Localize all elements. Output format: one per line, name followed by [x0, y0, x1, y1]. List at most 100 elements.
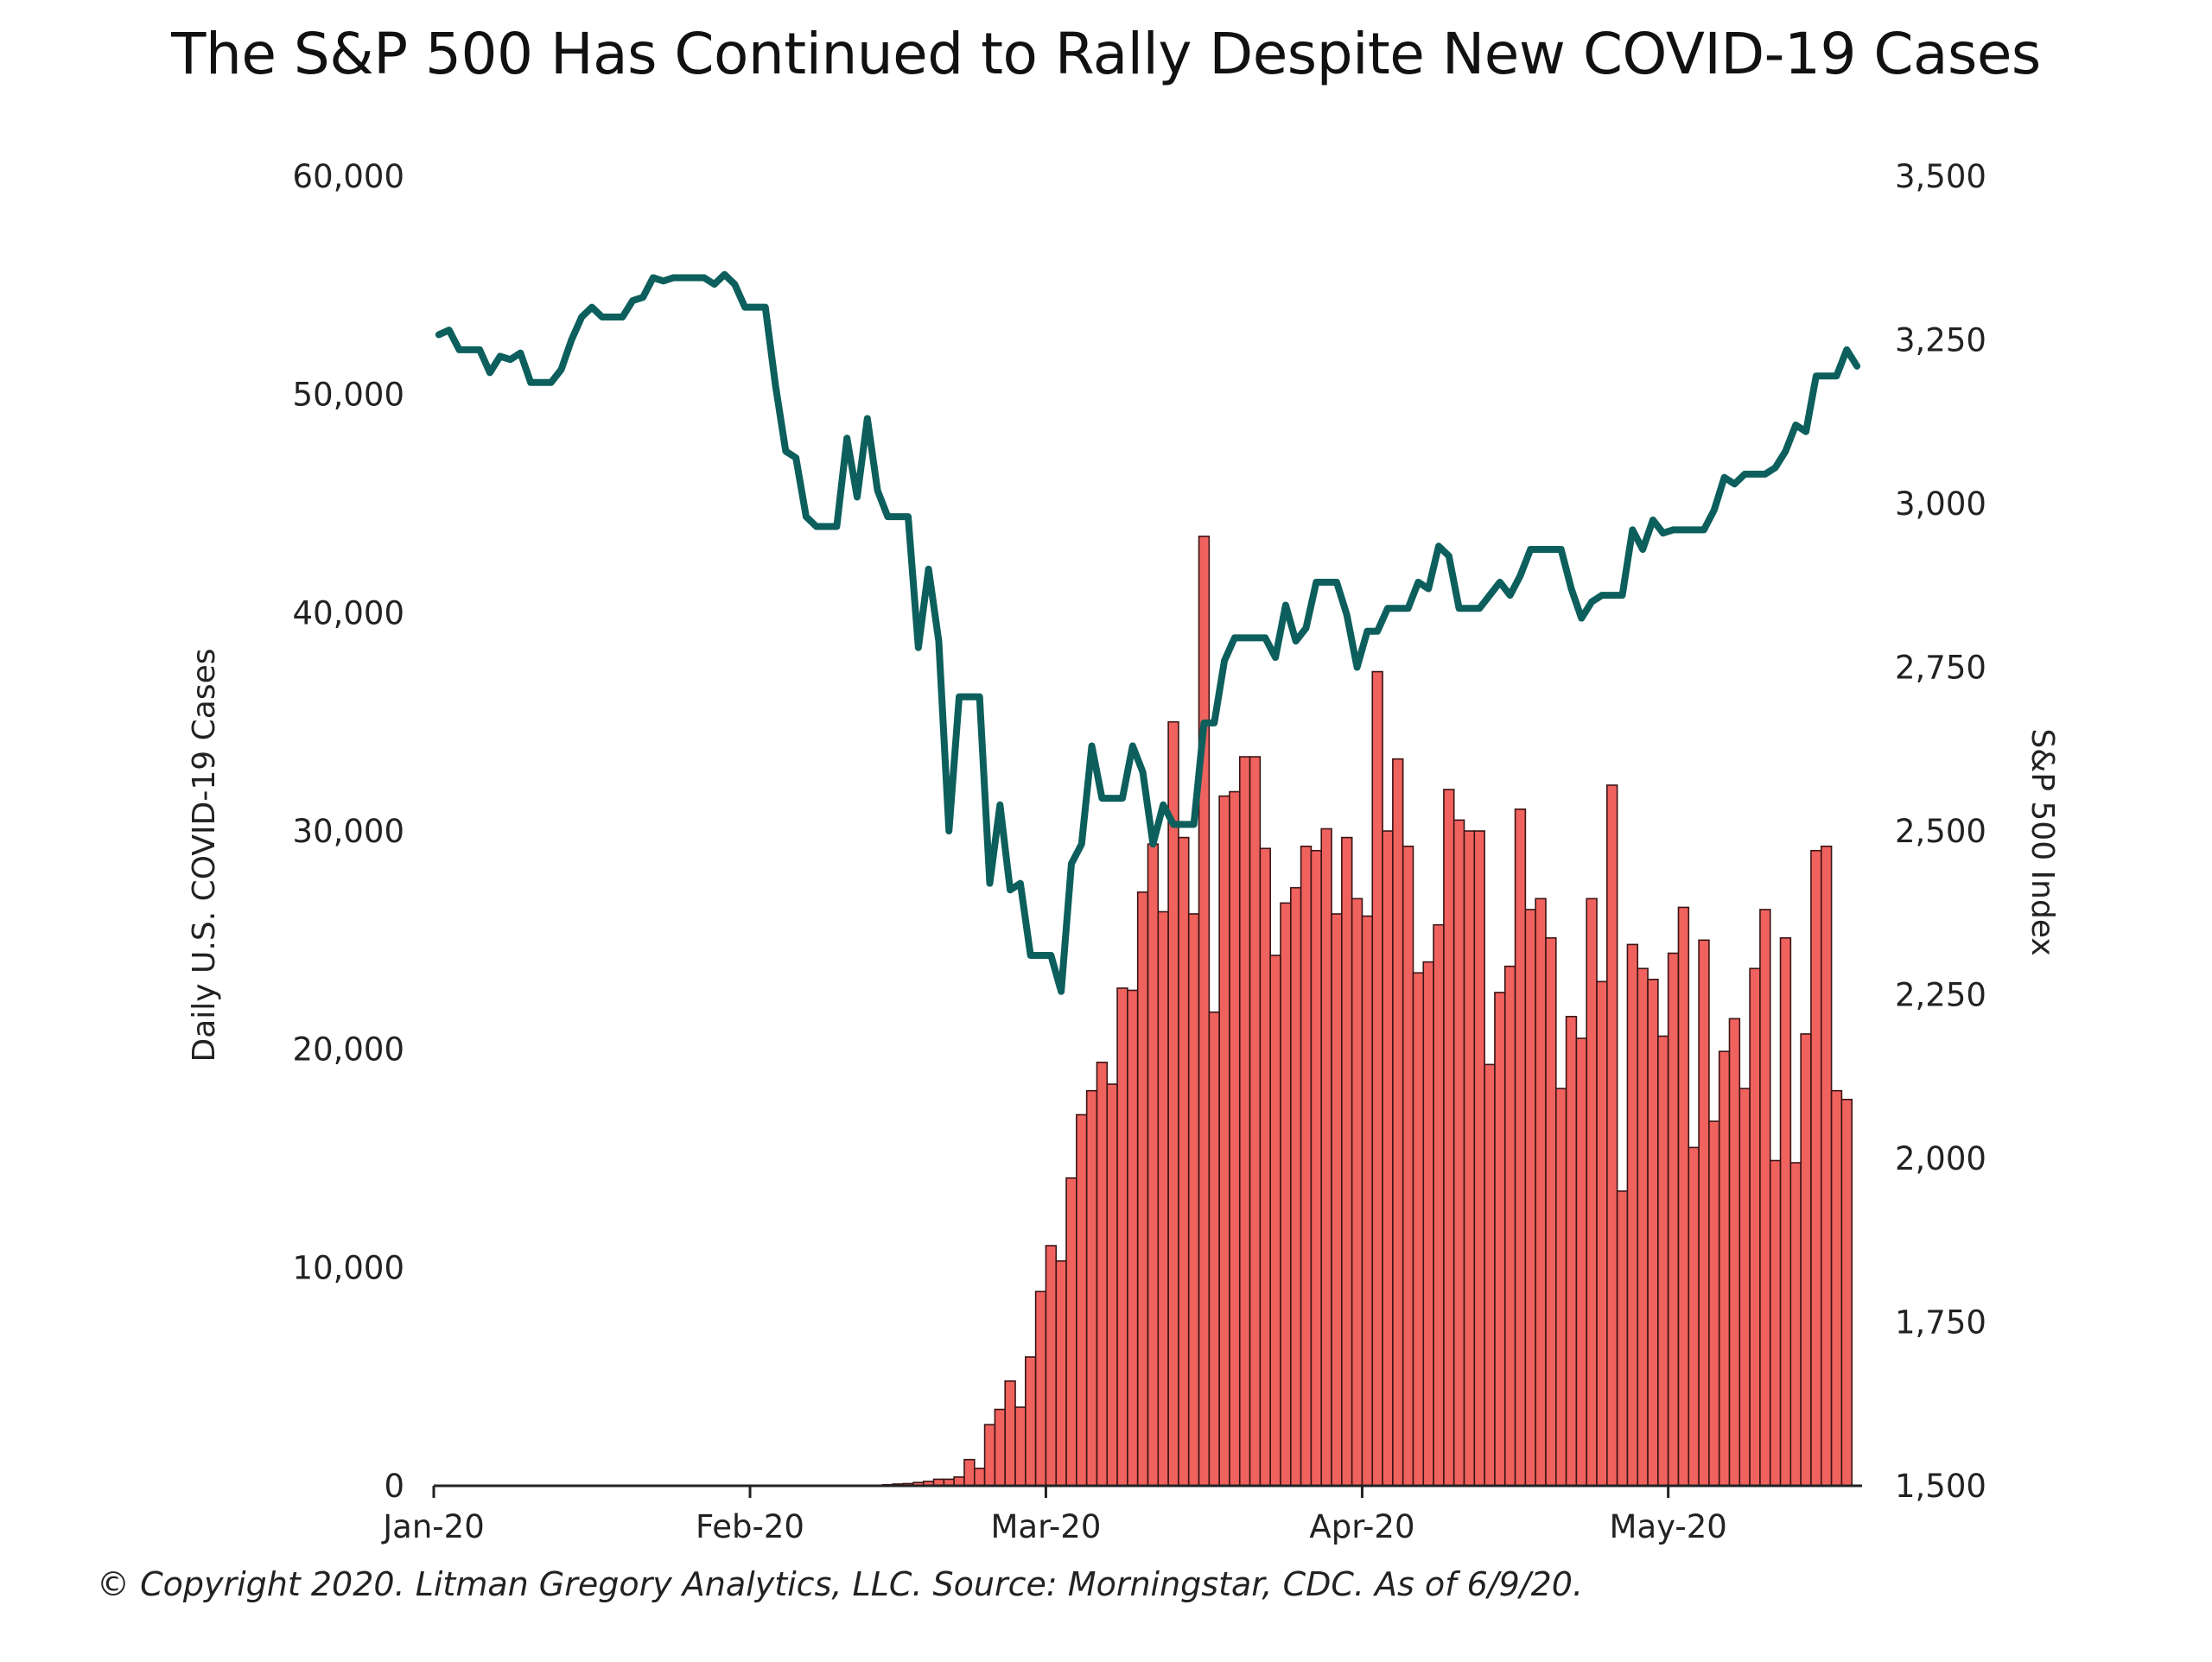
case-bar	[1830, 1089, 1843, 1487]
right-tick-label: 2,000	[1895, 1140, 1986, 1177]
case-bar	[1300, 845, 1313, 1487]
case-bar	[1616, 1190, 1629, 1487]
case-bar	[1341, 836, 1353, 1487]
case-bar	[1320, 828, 1332, 1487]
right-tick-label: 1,500	[1895, 1468, 1986, 1505]
case-bar	[1147, 843, 1160, 1487]
case-bar	[973, 1467, 986, 1487]
case-bar	[1565, 1015, 1578, 1487]
labels-layer: Jan-20 Feb-20 Mar-20 Apr-20 May-20 0 10,000 20,…	[187, 158, 2060, 1545]
case-bar	[1259, 847, 1271, 1487]
case-bar	[1728, 1018, 1741, 1487]
case-bar	[1004, 1380, 1016, 1487]
right-tick-label: 2,250	[1895, 977, 1986, 1014]
case-bar	[1677, 906, 1690, 1487]
case-bar	[1116, 987, 1128, 1487]
left-axis-title: Daily U.S. COVID-19 Cases	[187, 649, 222, 1063]
case-bar	[1034, 1291, 1047, 1487]
case-bar	[1800, 1033, 1812, 1487]
case-bar	[1759, 909, 1771, 1487]
case-bar	[1545, 937, 1557, 1487]
case-bar	[1106, 1083, 1118, 1487]
case-bar	[1473, 830, 1485, 1487]
case-bar	[1637, 967, 1649, 1487]
x-tick-label: Mar-20	[990, 1508, 1101, 1545]
case-bar	[1290, 886, 1302, 1487]
case-bar	[1708, 1120, 1720, 1487]
case-bar	[1443, 789, 1455, 1487]
case-bar	[1249, 756, 1262, 1487]
case-bar	[1065, 1177, 1077, 1487]
case-bar	[1167, 720, 1179, 1487]
case-bar	[1187, 913, 1200, 1487]
case-bar	[1371, 670, 1383, 1487]
case-bar	[1484, 1063, 1496, 1487]
case-bar	[1280, 902, 1292, 1487]
case-bar	[1463, 830, 1476, 1487]
case-bar	[994, 1408, 1007, 1487]
case-bar	[983, 1424, 996, 1487]
case-bar	[1514, 808, 1527, 1487]
case-bar	[1238, 756, 1251, 1487]
right-tick-label: 3,000	[1895, 485, 1986, 523]
case-bar	[1402, 845, 1414, 1487]
axis-layer	[432, 1484, 1862, 1498]
left-tick-label: 20,000	[293, 1031, 404, 1069]
case-bar	[1749, 967, 1761, 1487]
case-bar	[1127, 989, 1139, 1487]
case-bar	[1554, 1088, 1567, 1487]
x-tick-label: Jan-20	[381, 1508, 484, 1545]
case-bar	[1422, 961, 1434, 1487]
case-bar	[1575, 1037, 1588, 1487]
right-tick-label: 1,750	[1895, 1304, 1986, 1342]
case-bar	[1606, 784, 1618, 1487]
x-tick-label: Apr-20	[1309, 1508, 1414, 1545]
case-bar	[1779, 937, 1792, 1487]
case-bar	[1382, 830, 1394, 1487]
case-bar	[1136, 891, 1149, 1487]
case-bar	[1626, 943, 1639, 1487]
right-tick-label: 2,750	[1895, 650, 1986, 687]
case-bar	[1840, 1098, 1853, 1487]
case-bar	[1810, 849, 1822, 1487]
left-tick-label: 30,000	[293, 813, 404, 850]
left-tick-label: 50,000	[293, 377, 404, 414]
left-tick-label: 40,000	[293, 594, 404, 631]
case-bar	[1647, 979, 1659, 1487]
right-tick-label: 3,500	[1895, 158, 1986, 195]
case-bar	[1698, 939, 1710, 1487]
left-tick-label: 60,000	[293, 158, 404, 195]
case-bar	[1351, 898, 1363, 1487]
right-axis-title: S&P 500 Index	[2024, 728, 2060, 955]
case-bar	[1769, 1159, 1782, 1487]
x-tick-label: Feb-20	[696, 1508, 804, 1545]
case-bar	[1820, 845, 1833, 1487]
left-tick-label: 10,000	[293, 1249, 404, 1286]
chart-title: The S&P 500 Has Continued to Rally Despi…	[171, 21, 2041, 87]
case-bar	[1657, 1035, 1669, 1487]
case-bar	[1331, 913, 1343, 1487]
right-tick-label: 3,250	[1895, 322, 1986, 359]
case-bar	[1229, 790, 1241, 1487]
case-bar	[1688, 1146, 1700, 1487]
case-bar	[1494, 992, 1506, 1487]
case-bar	[1412, 972, 1425, 1487]
case-bar	[1596, 980, 1608, 1487]
case-bar	[1667, 952, 1680, 1487]
line-layer	[435, 270, 1861, 995]
case-bar	[1218, 795, 1230, 1487]
case-bar	[1198, 536, 1211, 1487]
right-tick-label: 2,500	[1895, 813, 1986, 850]
case-bar	[1392, 758, 1404, 1487]
case-bar	[1586, 898, 1598, 1487]
case-bar	[1085, 1089, 1098, 1487]
case-bar	[953, 1476, 965, 1487]
case-bar	[1452, 819, 1465, 1487]
copyright-footer: © Copyright 2020. Litman Gregory Analyti…	[97, 1565, 1584, 1603]
case-bar	[1045, 1245, 1058, 1487]
case-bar	[1789, 1162, 1802, 1487]
case-bar	[1718, 1050, 1731, 1487]
case-bar	[1096, 1062, 1109, 1487]
